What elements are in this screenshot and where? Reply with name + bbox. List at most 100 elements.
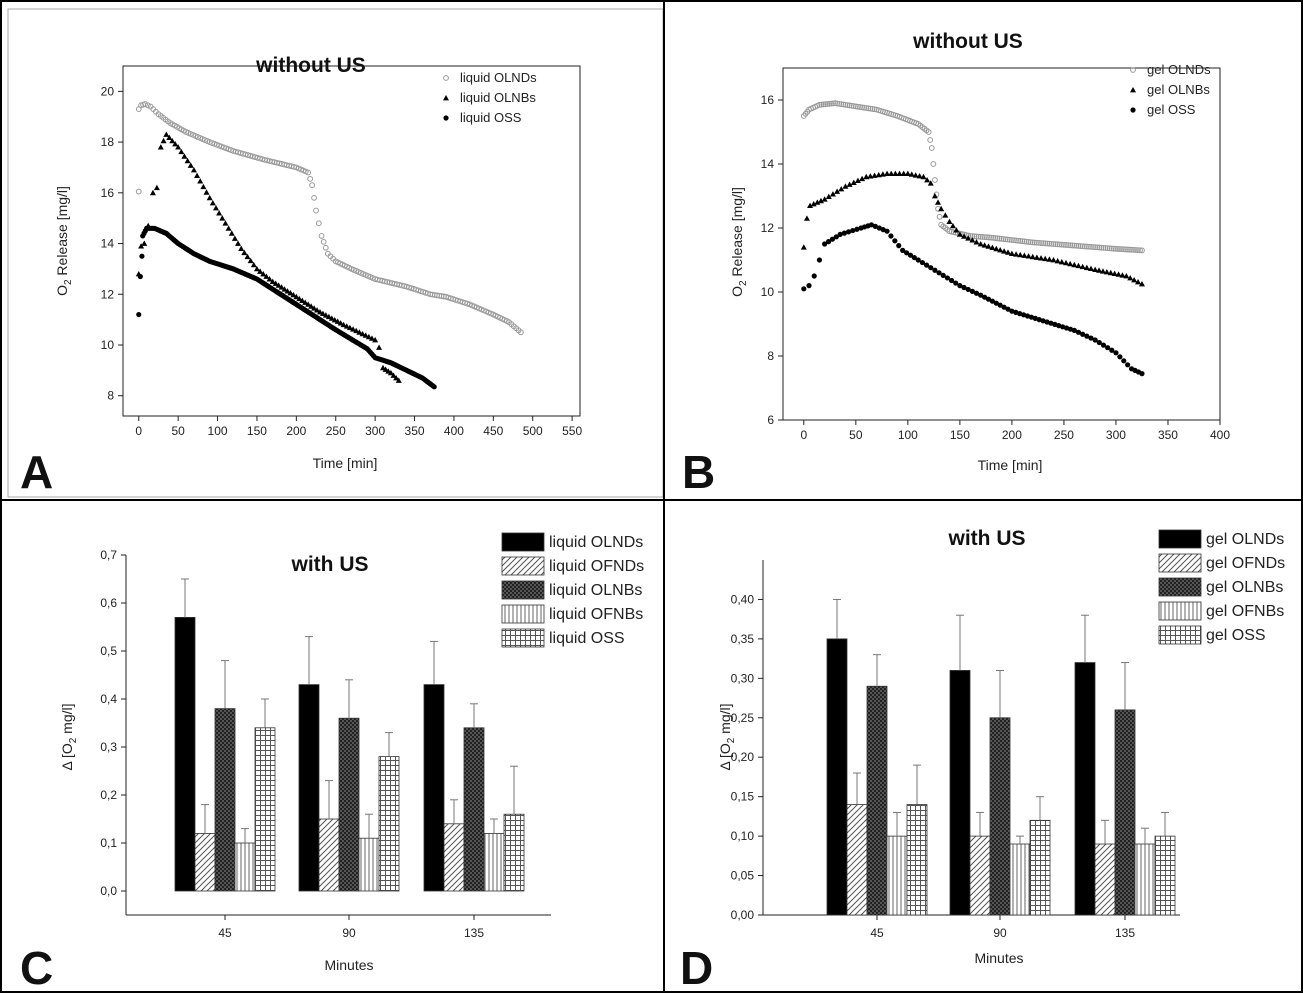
data-point [924,177,931,183]
data-point [350,326,357,332]
data-point [844,102,851,109]
data-point [443,75,449,81]
data-point [925,129,932,135]
y-axis-label: O2 Release [mg/l] [54,186,74,296]
data-point [888,233,894,239]
data-point [903,250,910,256]
x-tick-label: 50 [849,428,863,442]
legend-label: liquid OSS [549,630,625,647]
data-point [325,313,332,320]
data-point [1105,345,1111,351]
data-point [138,243,145,249]
y-axis-ticks: 0,00 0,05 0,10 0,15 0,20 0,25 0,30 0,35 0,40 [731,592,763,922]
data-point [1013,237,1019,244]
x-tick-label: 450 [483,424,503,438]
data-point [302,299,309,305]
bar [1154,835,1176,916]
data-point [322,244,329,251]
data-point [931,193,938,199]
data-point [818,101,825,108]
panel-letter: A [20,446,53,498]
series-gel-ofnds [846,772,1116,916]
data-point [863,105,870,111]
data-point [930,161,937,167]
data-point [372,336,379,343]
data-point [850,179,857,185]
data-point [305,169,312,176]
data-point [314,307,321,313]
data-point [892,238,898,244]
legend: liquid OLNDs liquid OFNDs liquid OLNBs liqu… [501,532,644,648]
data-point [1036,239,1042,246]
y-tick-label: 0,35 [731,632,755,646]
data-point [1042,240,1049,247]
data-point [879,171,886,177]
data-point [1009,308,1015,314]
data-point [1046,240,1053,247]
data-point [1042,255,1049,262]
data-point [1081,243,1088,250]
y-tick-label: 20 [101,84,115,98]
x-axis-label: Time [min] [313,455,378,471]
data-point [994,235,1001,242]
data-point [988,234,994,241]
data-point [305,301,312,307]
data-point [1008,250,1015,256]
data-point [986,234,992,241]
data-point [1025,239,1032,245]
data-point [1013,309,1019,315]
data-point [965,286,971,293]
data-point [997,302,1003,308]
y-axis-ticks: 8 10 12 14 16 18 20 [101,84,123,403]
series-liquid-ofnds [194,780,465,892]
legend-label: gel OLNDs [1206,531,1284,548]
data-point [965,235,972,241]
data-point [892,170,899,176]
data-point [971,233,978,240]
data-point [346,324,353,331]
y-tick-label: 0,5 [100,644,117,658]
y-axis-label-rest: Release [mg/l] [54,186,70,279]
data-point [1130,67,1136,73]
data-point [1131,277,1138,283]
data-point [253,265,260,272]
data-point [824,101,831,107]
data-point [973,290,980,296]
data-point [981,294,988,300]
y-axis-label: Δ [O2 mg/l] [717,703,737,770]
data-point [944,275,950,281]
data-point [1015,237,1022,244]
data-point [203,189,210,195]
data-point [1071,242,1078,249]
x-tick-label: 250 [1054,428,1074,442]
data-point [1121,358,1127,364]
y-tick-label: 8 [767,349,774,363]
data-point [981,242,988,248]
data-point [518,329,524,336]
data-point [299,297,306,304]
data-point [260,270,267,277]
data-point [1017,311,1023,317]
data-point [157,144,164,150]
y-tick-label: 0,6 [100,596,117,610]
x-axis-ticks: 45 90 135 [218,915,484,940]
data-point [861,104,868,111]
data-point [1100,244,1107,251]
data-point [1130,107,1136,113]
bar [298,684,320,892]
data-point [1129,246,1135,253]
data-point [953,227,960,233]
series-gel-oss [801,222,1145,377]
data-point [908,171,915,177]
data-point [872,223,878,229]
data-point [1090,244,1096,250]
x-tick-label: 200 [286,424,306,438]
x-tick-label: 0 [135,424,142,438]
data-point [854,177,861,184]
data-point [1038,255,1045,261]
y-tick-label: 8 [107,389,114,403]
data-point [854,226,860,232]
data-point [1127,275,1134,281]
data-point [936,213,943,220]
x-tick-label: 50 [171,424,185,438]
